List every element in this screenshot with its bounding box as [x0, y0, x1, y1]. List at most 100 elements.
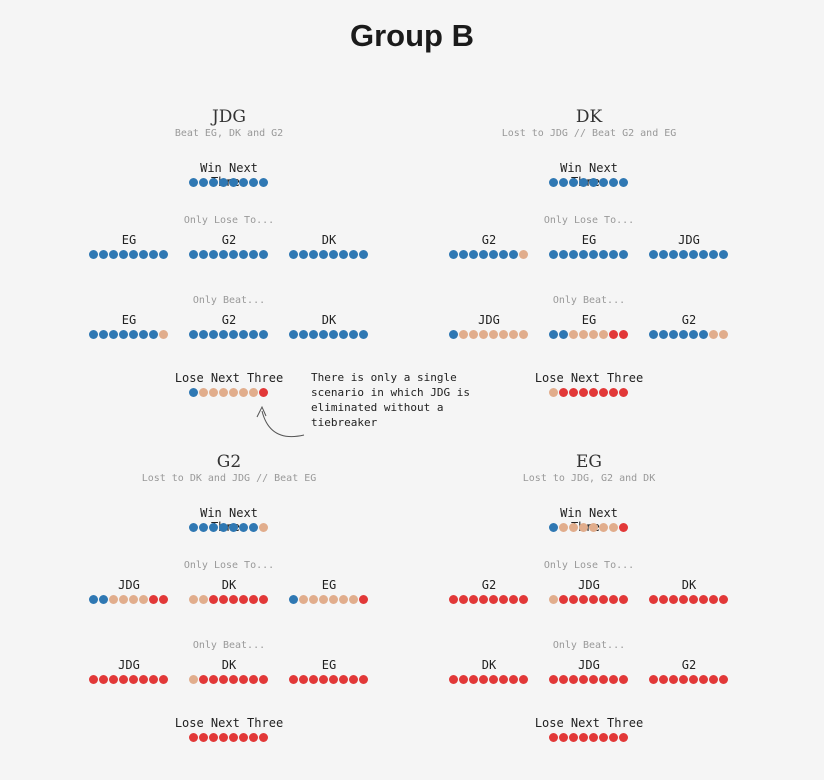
scenario-dot-eliminated [559, 388, 568, 397]
row-label-jdg: JDG [478, 313, 500, 327]
dot-row [189, 675, 269, 685]
scenario-dot-advance [669, 330, 678, 339]
only-beat-title: Only Beat... [552, 295, 626, 306]
scenario-dot-tiebreaker [329, 595, 338, 604]
scenario-dot-advance [559, 250, 568, 259]
only-beat-title: Only Beat... [192, 295, 266, 306]
scenario-dot-advance [659, 250, 668, 259]
scenario-dot-eliminated [229, 675, 238, 684]
scenario-dot-eliminated [669, 595, 678, 604]
scenario-dot-tiebreaker [499, 330, 508, 339]
scenario-dot-eliminated [699, 675, 708, 684]
scenario-dot-advance [449, 250, 458, 259]
scenario-dot-advance [459, 250, 468, 259]
scenario-dot-tiebreaker [249, 388, 258, 397]
dot-row [449, 595, 529, 605]
scenario-dot-tiebreaker [479, 330, 488, 339]
scenario-dot-advance [239, 178, 248, 187]
scenario-dot-eliminated [569, 733, 578, 742]
scenario-dot-eliminated [579, 595, 588, 604]
dot-row [449, 675, 529, 685]
scenario-dot-eliminated [509, 595, 518, 604]
scenario-dot-eliminated [259, 388, 268, 397]
scenario-dot-tiebreaker [519, 330, 528, 339]
scenario-dot-advance [139, 330, 148, 339]
scenario-dot-eliminated [469, 675, 478, 684]
scenario-dot-eliminated [489, 675, 498, 684]
dot-row [289, 675, 369, 685]
scenario-dot-eliminated [249, 733, 258, 742]
lose-next-three-label: Lose Next Three [534, 371, 644, 385]
scenario-dot-advance [589, 178, 598, 187]
row-label-eg: EG [581, 233, 597, 247]
scenario-dot-eliminated [609, 733, 618, 742]
row-label-g2: G2 [221, 233, 237, 247]
scenario-dot-eliminated [89, 675, 98, 684]
scenario-dot-advance [359, 250, 368, 259]
scenario-dot-eliminated [649, 595, 658, 604]
scenario-dot-tiebreaker [609, 523, 618, 532]
scenario-dot-eliminated [239, 675, 248, 684]
scenario-dot-advance [289, 330, 298, 339]
scenario-dot-advance [89, 595, 98, 604]
scenario-dot-eliminated [519, 595, 528, 604]
scenario-dot-advance [129, 250, 138, 259]
only-lose-to-title: Only Lose To... [543, 215, 635, 226]
scenario-dot-advance [89, 330, 98, 339]
scenario-dot-eliminated [359, 595, 368, 604]
scenario-dot-advance [239, 523, 248, 532]
scenario-dot-advance [229, 330, 238, 339]
scenario-dot-eliminated [619, 595, 628, 604]
scenario-dot-advance [659, 330, 668, 339]
scenario-dot-advance [549, 178, 558, 187]
scenario-dot-eliminated [129, 675, 138, 684]
scenario-dot-eliminated [599, 388, 608, 397]
scenario-dot-tiebreaker [589, 523, 598, 532]
scenario-dot-eliminated [249, 595, 258, 604]
scenario-dot-advance [319, 250, 328, 259]
row-label-jdg: JDG [118, 658, 140, 672]
row-label-dk: DK [321, 313, 337, 327]
row-label-jdg: JDG [578, 578, 600, 592]
row-label-dk: DK [681, 578, 697, 592]
scenario-dot-advance [119, 250, 128, 259]
scenario-dot-eliminated [329, 675, 338, 684]
row-label-g2: G2 [481, 233, 497, 247]
scenario-dot-advance [569, 178, 578, 187]
dot-row [189, 330, 269, 340]
scenario-dot-advance [219, 178, 228, 187]
scenario-dot-tiebreaker [229, 388, 238, 397]
scenario-dot-eliminated [669, 675, 678, 684]
scenario-dot-advance [249, 330, 258, 339]
lose-next-three-label: Lose Next Three [174, 716, 284, 730]
scenario-dot-eliminated [709, 595, 718, 604]
scenario-dot-advance [679, 250, 688, 259]
team-name: G2 [216, 452, 242, 472]
scenario-dot-advance [189, 388, 198, 397]
scenario-dot-advance [329, 330, 338, 339]
row-label-dk: DK [321, 233, 337, 247]
scenario-dot-advance [599, 178, 608, 187]
scenario-dot-eliminated [299, 675, 308, 684]
scenario-dot-eliminated [619, 675, 628, 684]
scenario-dot-advance [619, 250, 628, 259]
team-name: JDG [211, 107, 247, 127]
dot-row [189, 523, 269, 533]
page-title: Group B [350, 18, 474, 53]
team-name: EG [576, 452, 602, 472]
scenario-dot-eliminated [569, 388, 578, 397]
lose-next-three-label: Lose Next Three [174, 371, 284, 385]
scenario-dot-advance [109, 250, 118, 259]
scenario-dot-advance [699, 250, 708, 259]
team-subtitle: Lost to JDG, G2 and DK [522, 473, 656, 484]
scenario-dot-advance [149, 330, 158, 339]
dot-row [549, 330, 629, 340]
row-label-jdg: JDG [678, 233, 700, 247]
scenario-dot-eliminated [219, 733, 228, 742]
scenario-dot-advance [559, 178, 568, 187]
scenario-dot-eliminated [359, 675, 368, 684]
scenario-dot-eliminated [109, 675, 118, 684]
scenario-dot-advance [679, 330, 688, 339]
scenario-dot-tiebreaker [109, 595, 118, 604]
scenario-dot-eliminated [489, 595, 498, 604]
